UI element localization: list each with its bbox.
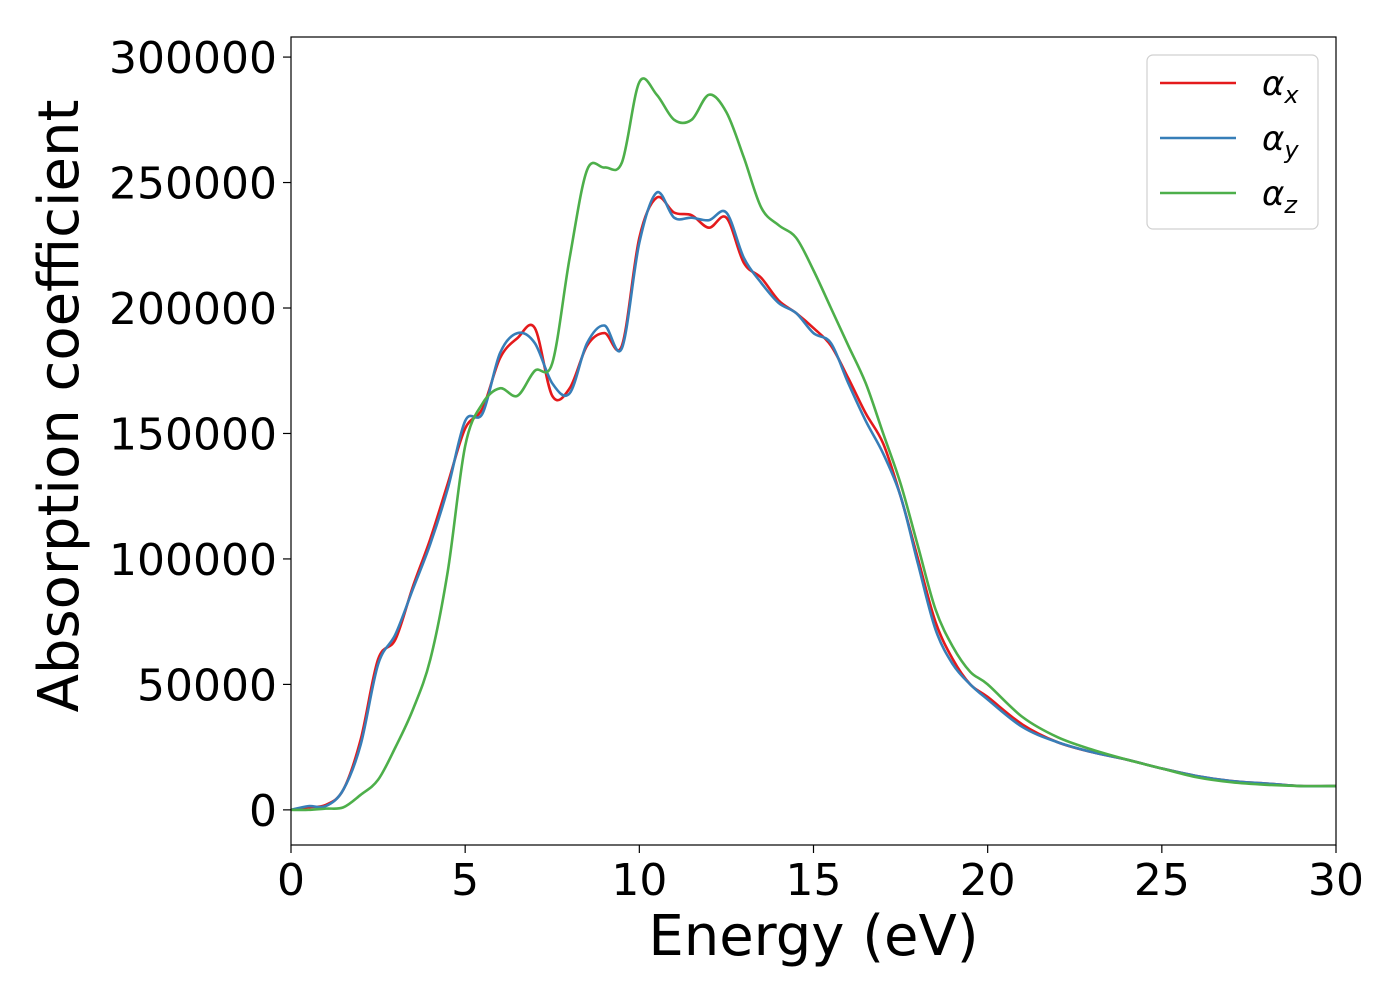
series-line-z [291,77,1336,812]
legend-box [1146,54,1319,230]
legend-label-base: α [1262,119,1284,159]
x-tick-label: 10 [611,855,667,906]
legend-label: αz [1262,174,1298,219]
series-line-x [291,195,1336,812]
x-tick-label: 30 [1308,855,1364,906]
y-axis: 0 50000 100000 150000 200000 250000 300000 [109,33,291,837]
legend-label-subscript: y [1283,136,1299,164]
legend-item-z: αz [1160,174,1298,219]
x-tick-label: 15 [786,855,842,906]
x-axis-title: Energy (eV) [648,904,978,969]
series-line-y [291,190,1336,812]
legend-label-base: α [1262,174,1284,214]
series-layer [291,77,1336,812]
y-axis-title: Absorption coefficient [27,100,92,713]
legend-item-y: αy [1160,119,1299,164]
legend-label: αx [1262,64,1299,109]
legend-label-subscript: z [1283,191,1298,219]
legend-label: αy [1262,119,1299,164]
y-tick-label: 200000 [109,284,277,335]
y-tick-label: 100000 [109,535,277,586]
legend-label-subscript: x [1283,81,1299,109]
y-tick-label: 0 [249,786,277,837]
x-tick-label: 20 [960,855,1016,906]
legend-label-base: α [1262,64,1284,104]
x-tick-label: 5 [451,855,479,906]
y-tick-label: 300000 [109,33,277,84]
legend-item-x: αx [1160,64,1299,109]
y-tick-label: 50000 [137,660,277,711]
x-axis: 0 5 10 15 20 25 30 [277,845,1364,906]
x-tick-label: 0 [277,855,305,906]
y-tick-label: 150000 [109,409,277,460]
x-tick-label: 25 [1134,855,1190,906]
y-tick-label: 250000 [109,159,277,210]
